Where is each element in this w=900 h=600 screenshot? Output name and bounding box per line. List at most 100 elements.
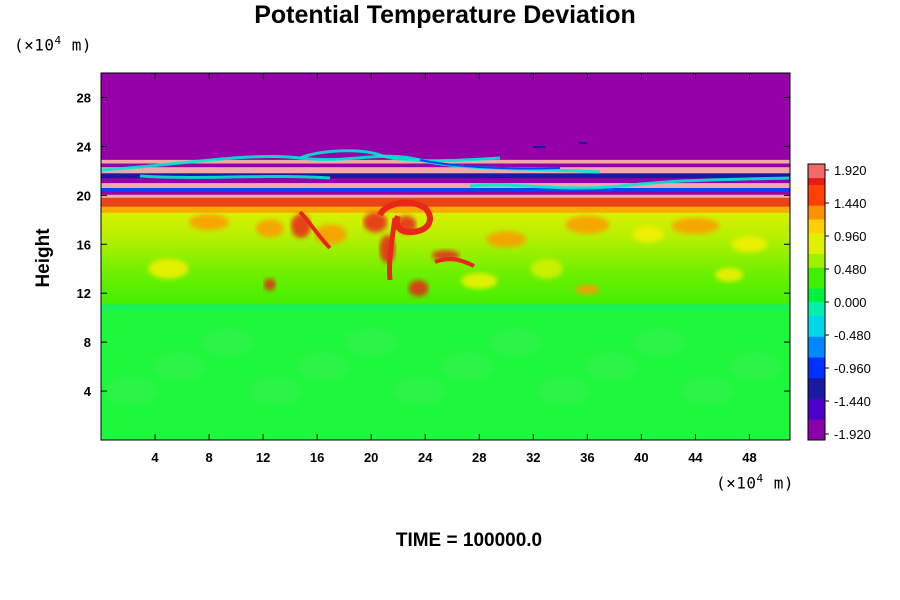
- colorbar-band: [808, 253, 825, 261]
- field-stripe: [101, 183, 790, 189]
- field-upper: [101, 73, 790, 164]
- x-tick-label: 28: [472, 450, 486, 465]
- colorbar-band: [808, 302, 825, 310]
- x-tick-label: 44: [688, 450, 703, 465]
- colorbar-band: [808, 419, 825, 427]
- field-texture: [489, 328, 541, 357]
- x-tick-label: 12: [256, 450, 270, 465]
- field-plume: [189, 214, 230, 231]
- field-plume: [632, 226, 665, 243]
- field-plume: [715, 267, 744, 282]
- colorbar-band: [808, 274, 825, 282]
- colorbar-label: 1.920: [834, 163, 867, 178]
- colorbar-band: [808, 384, 825, 392]
- field-speck: [533, 146, 545, 148]
- x-tick-label: 36: [580, 450, 594, 465]
- colorbar-band: [808, 295, 825, 303]
- y-tick-label: 8: [84, 335, 91, 350]
- field-texture: [585, 352, 637, 381]
- x-tick-label: 48: [742, 450, 756, 465]
- field-texture: [633, 328, 685, 357]
- field-plume: [565, 215, 610, 234]
- y-tick-label: 24: [77, 139, 92, 154]
- field-texture: [537, 377, 589, 406]
- field-filament: [299, 149, 501, 163]
- field-red-layer: [101, 197, 790, 207]
- field-texture: [345, 328, 397, 357]
- chart-title: Potential Temperature Deviation: [254, 1, 636, 29]
- field-texture: [681, 377, 733, 406]
- y-unit-label: (×104 m): [14, 34, 93, 55]
- y-tick-label: 4: [84, 384, 92, 399]
- field-plume-core: [298, 210, 332, 250]
- field-stripe: [101, 191, 790, 196]
- x-tick-label: 16: [310, 450, 324, 465]
- field-plume-core: [377, 199, 433, 236]
- field-stripe: [101, 173, 790, 179]
- x-tick-label: 32: [526, 450, 540, 465]
- colorbar-band: [808, 212, 825, 220]
- field-plume-core: [434, 257, 475, 268]
- field-stripe: [101, 194, 790, 199]
- field-boundary: [101, 304, 790, 311]
- colorbar-band: [808, 391, 825, 399]
- colorbar-band: [808, 426, 825, 434]
- x-tick-label: 24: [418, 450, 433, 465]
- colorbar-band: [808, 405, 825, 413]
- field-speck: [579, 142, 587, 144]
- field-filament: [469, 176, 790, 190]
- field-plume-core: [387, 217, 398, 281]
- colorbar-band: [808, 336, 825, 344]
- colorbar-band: [808, 170, 825, 179]
- colorbar-label: -1.440: [834, 394, 871, 409]
- field-plume: [731, 236, 768, 253]
- field-plume: [263, 278, 276, 291]
- field-plume: [148, 258, 189, 279]
- colorbar-band: [808, 205, 825, 213]
- colorbar-band: [808, 364, 825, 372]
- colorbar-label: 0.480: [834, 262, 867, 277]
- x-tick-label: 8: [205, 450, 212, 465]
- colorbar-band: [808, 308, 825, 317]
- colorbar-band: [808, 191, 825, 199]
- x-tick-label: 4: [151, 450, 159, 465]
- colorbar-label: -0.480: [834, 328, 871, 343]
- time-label: TIME = 100000.0: [395, 530, 543, 551]
- plot-frame: [100, 72, 791, 441]
- colorbar-band: [808, 288, 825, 296]
- y-tick-label: 16: [77, 237, 91, 252]
- field-stripe: [101, 159, 790, 165]
- field-plume: [575, 284, 600, 295]
- colorbar-band: [808, 260, 825, 268]
- colorbar-band: [808, 433, 825, 441]
- colorbar-band: [808, 357, 825, 365]
- colorbar-band: [808, 246, 825, 254]
- colorbar-band: [808, 329, 825, 337]
- colorbar-label: -0.960: [834, 361, 871, 376]
- heatmap-field: [100, 73, 790, 440]
- colorbar-label: -1.920: [834, 427, 871, 442]
- field-filament: [419, 159, 561, 170]
- colorbar-band: [808, 322, 825, 330]
- colorbar: 1.920 1.440 0.960 0.480 0.000 -0.480 -0.960 -1.…: [807, 163, 871, 442]
- field-stripe: [101, 178, 790, 184]
- field-plume: [671, 217, 720, 234]
- field-plume: [408, 280, 429, 297]
- field-texture: [441, 352, 493, 381]
- x-tick-label: 40: [634, 450, 648, 465]
- field-texture: [393, 377, 445, 406]
- colorbar-band: [808, 219, 825, 227]
- colorbar-band: [808, 315, 825, 323]
- colorbar-band: [808, 412, 825, 420]
- x-unit-label: (×104 m): [716, 472, 795, 493]
- y-tick-label: 28: [77, 90, 91, 105]
- colorbar-band: [808, 267, 825, 275]
- field-texture: [297, 352, 349, 381]
- colorbar-label: 1.440: [834, 196, 867, 211]
- colorbar-band: [808, 198, 825, 206]
- colorbar-band: [808, 177, 825, 185]
- field-plume: [363, 212, 388, 233]
- colorbar-band: [808, 239, 825, 248]
- colorbar-band: [808, 226, 825, 234]
